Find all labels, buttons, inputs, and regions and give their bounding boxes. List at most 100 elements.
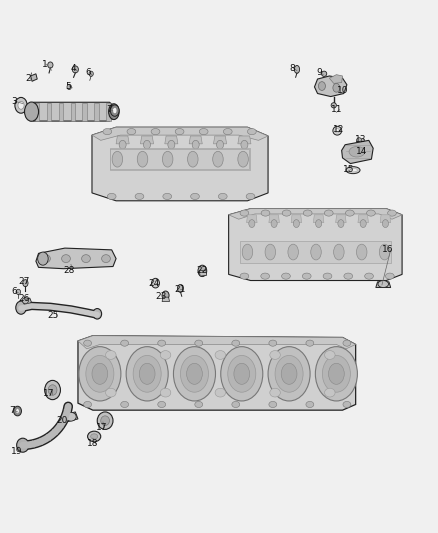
Polygon shape [165, 136, 178, 144]
Polygon shape [215, 136, 223, 200]
Text: 6: 6 [11, 287, 17, 296]
Polygon shape [116, 136, 129, 144]
Ellipse shape [198, 265, 207, 277]
Ellipse shape [25, 102, 39, 122]
Ellipse shape [67, 84, 71, 90]
Text: 3: 3 [11, 97, 17, 106]
Polygon shape [189, 136, 202, 144]
Polygon shape [167, 136, 174, 200]
Ellipse shape [97, 412, 113, 430]
Text: 13: 13 [355, 135, 366, 144]
Ellipse shape [343, 401, 351, 408]
Ellipse shape [187, 364, 202, 384]
Ellipse shape [215, 388, 226, 397]
Polygon shape [118, 136, 125, 200]
Ellipse shape [223, 128, 232, 135]
Ellipse shape [86, 356, 114, 392]
Polygon shape [141, 136, 154, 144]
Text: 5: 5 [65, 82, 71, 91]
Ellipse shape [282, 210, 291, 216]
Ellipse shape [66, 413, 76, 421]
Polygon shape [229, 209, 402, 280]
Text: 24: 24 [148, 279, 159, 288]
Polygon shape [199, 270, 207, 276]
Ellipse shape [282, 273, 290, 279]
Ellipse shape [261, 273, 269, 279]
Ellipse shape [240, 273, 249, 279]
Ellipse shape [111, 108, 117, 116]
Text: 20: 20 [56, 416, 67, 425]
Ellipse shape [343, 340, 351, 346]
Ellipse shape [163, 193, 172, 199]
Ellipse shape [16, 301, 26, 314]
Ellipse shape [91, 434, 98, 439]
Ellipse shape [306, 340, 314, 346]
Ellipse shape [333, 126, 342, 135]
Ellipse shape [162, 151, 173, 167]
Text: 7: 7 [106, 105, 112, 114]
Ellipse shape [16, 289, 21, 295]
Ellipse shape [238, 151, 248, 167]
Ellipse shape [346, 167, 360, 174]
Ellipse shape [137, 151, 148, 167]
Polygon shape [380, 215, 391, 223]
Ellipse shape [242, 244, 253, 260]
Ellipse shape [79, 346, 121, 401]
Polygon shape [36, 248, 116, 269]
Text: 7: 7 [10, 406, 15, 415]
Ellipse shape [158, 401, 166, 408]
Ellipse shape [121, 401, 129, 408]
Ellipse shape [269, 340, 277, 346]
Ellipse shape [268, 346, 310, 401]
Ellipse shape [333, 84, 340, 92]
Text: 15: 15 [343, 165, 354, 174]
Text: 9: 9 [316, 68, 322, 77]
Ellipse shape [18, 101, 24, 109]
Polygon shape [191, 136, 198, 200]
Text: 28: 28 [64, 265, 75, 274]
Polygon shape [92, 127, 268, 140]
Polygon shape [240, 241, 391, 263]
Text: 8: 8 [289, 63, 295, 72]
Polygon shape [78, 336, 356, 349]
Ellipse shape [334, 244, 344, 260]
Ellipse shape [112, 151, 123, 167]
Ellipse shape [265, 244, 276, 260]
Polygon shape [78, 336, 356, 410]
Polygon shape [59, 103, 63, 120]
Ellipse shape [133, 356, 161, 392]
Ellipse shape [121, 340, 129, 346]
Polygon shape [23, 298, 32, 305]
Text: 26: 26 [18, 294, 30, 303]
Polygon shape [92, 127, 268, 201]
Ellipse shape [246, 193, 255, 199]
Polygon shape [35, 103, 39, 120]
Ellipse shape [357, 138, 362, 143]
Polygon shape [71, 103, 75, 120]
Ellipse shape [328, 364, 344, 384]
Ellipse shape [331, 103, 336, 108]
Ellipse shape [288, 244, 298, 260]
Ellipse shape [232, 401, 240, 408]
Polygon shape [110, 149, 249, 169]
Text: 23: 23 [155, 292, 167, 301]
Ellipse shape [357, 244, 367, 260]
Ellipse shape [221, 346, 263, 401]
Ellipse shape [175, 128, 184, 135]
Ellipse shape [385, 273, 394, 279]
Polygon shape [31, 74, 37, 81]
Text: 19: 19 [11, 447, 22, 456]
Ellipse shape [62, 255, 71, 263]
Ellipse shape [191, 193, 199, 199]
Text: 27: 27 [18, 277, 30, 286]
Ellipse shape [106, 388, 116, 397]
Ellipse shape [162, 291, 169, 300]
Text: 22: 22 [196, 265, 208, 274]
Polygon shape [162, 297, 170, 302]
Polygon shape [329, 75, 343, 84]
Ellipse shape [261, 210, 270, 216]
Polygon shape [213, 136, 226, 144]
Ellipse shape [322, 356, 350, 392]
Ellipse shape [48, 62, 53, 68]
Ellipse shape [177, 285, 184, 292]
